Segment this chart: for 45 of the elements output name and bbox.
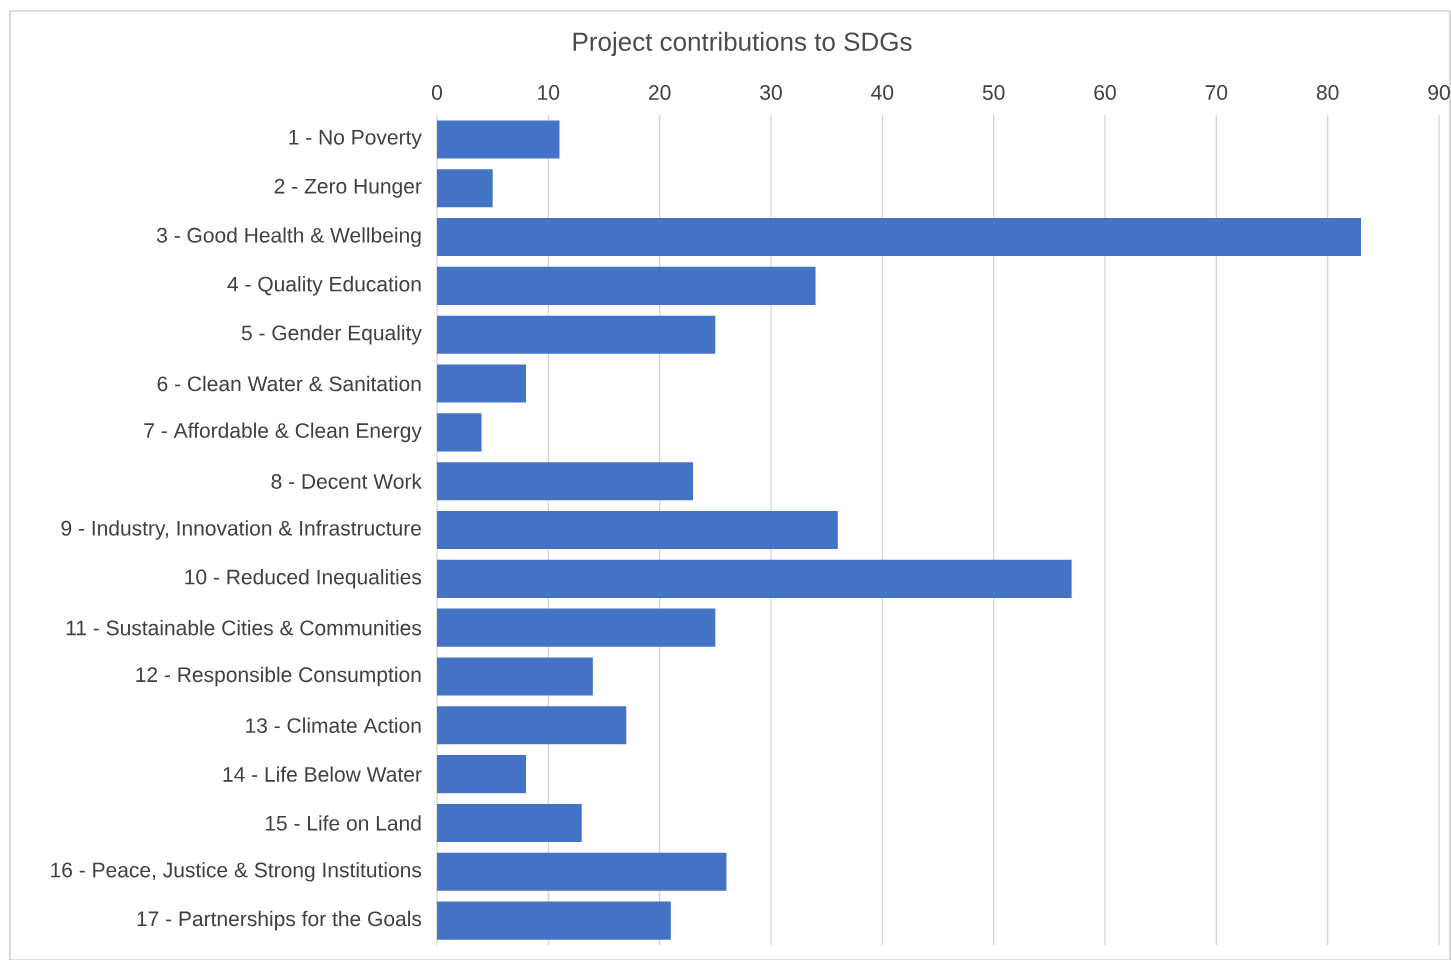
bar [437, 169, 493, 208]
y-tick-label: 3 - Good Health & Wellbeing [156, 227, 421, 247]
x-tick-label: 30 [760, 85, 782, 100]
bar [437, 803, 582, 842]
y-tick-label: 12 - Responsible Consumption [136, 666, 421, 687]
y-tick-label: 6 - Clean Water & Sanitation [157, 375, 421, 392]
bar [437, 510, 838, 550]
bar [437, 413, 482, 452]
y-tick-label: 8 - Decent Work [271, 473, 422, 489]
bar [437, 120, 560, 159]
bar [437, 901, 671, 940]
y-tick-label: 2 - Zero Hunger [274, 178, 422, 198]
x-tick-label: 0 [431, 85, 443, 100]
bar [437, 315, 716, 354]
bar [437, 364, 527, 403]
y-tick-label: 16 - Peace, Justice & Strong Institutions [51, 861, 422, 882]
y-tick-label: 17 - Partnerships for the Goals [137, 910, 422, 931]
x-tick-label: 90 [1428, 85, 1450, 100]
y-tick-label: 5 - Gender Equality [241, 324, 422, 345]
y-tick-label: 7 - Affordable & Clean Energy [144, 422, 422, 443]
bar [437, 559, 1072, 598]
y-tick-label: 13 - Climate Action [246, 717, 421, 734]
y-tick-label: 9 - Industry, Innovation & Infrastructure [61, 520, 421, 540]
y-tick-label: 14 - Life Below Water [223, 766, 422, 782]
x-tick-label: 40 [871, 85, 894, 100]
y-tick-label: 15 - Life on Land [265, 815, 421, 831]
chart-title: Project contributions to SDGs [573, 31, 912, 57]
x-tick-label: 70 [1205, 85, 1228, 100]
bar [437, 755, 527, 794]
bar [437, 706, 627, 745]
y-tick-label: 1 - No Poverty [289, 130, 422, 149]
bar [437, 266, 816, 305]
y-tick-label: 11 - Sustainable Cities & Communities [66, 619, 422, 636]
x-tick-label: 50 [982, 85, 1005, 100]
bar [437, 462, 694, 501]
y-tick-label: 4 - Quality Education [227, 276, 421, 296]
bar [437, 608, 716, 647]
x-tick-label: 20 [649, 85, 671, 100]
x-tick-label: 10 [538, 85, 560, 100]
bar [437, 657, 593, 696]
x-tick-label: 80 [1316, 85, 1339, 100]
y-tick-label: 10 - Reduced Inequalities [185, 569, 422, 589]
x-tick-label: 60 [1094, 85, 1116, 100]
bar [437, 218, 1362, 257]
bar [437, 852, 727, 891]
